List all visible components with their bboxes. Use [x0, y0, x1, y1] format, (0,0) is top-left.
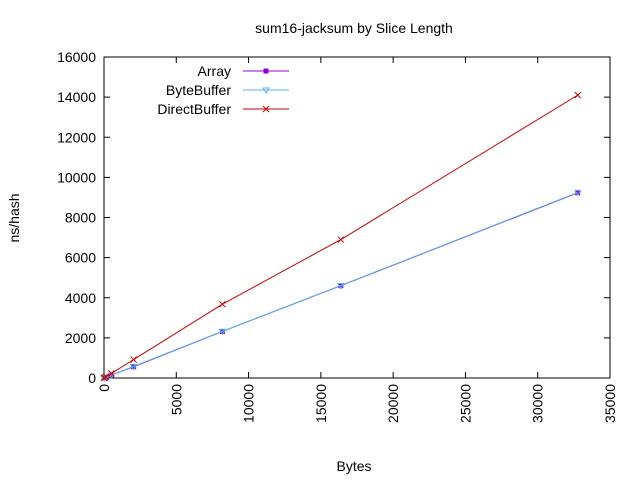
marker-x [262, 105, 270, 113]
marker-x-stroke [262, 105, 270, 113]
y-tick-label: 0 [88, 370, 96, 386]
y-tick-label: 8000 [65, 210, 96, 226]
x-tick-label: 15000 [313, 384, 329, 423]
y-tick-label: 2000 [65, 330, 96, 346]
marker-x-stroke [130, 356, 137, 363]
plot-area [100, 91, 582, 382]
legend-label: Array [198, 63, 231, 79]
y-tick-label: 14000 [57, 89, 96, 105]
series-line [103, 94, 578, 379]
marker-triangle [573, 189, 582, 197]
marker-x [102, 373, 110, 381]
x-tick-label: 5000 [168, 384, 184, 415]
y-tick-label: 16000 [57, 49, 96, 65]
y-tick-label: 6000 [65, 250, 96, 266]
x-tick-label: 35000 [602, 384, 618, 423]
legend-item-array: Array [198, 63, 289, 79]
legend-item-bytebuffer: ByteBuffer [166, 82, 289, 98]
marker-triangle [129, 363, 138, 371]
y-tick-label: 12000 [57, 129, 96, 145]
marker-x-stroke [574, 91, 582, 99]
chart-title: sum16-jacksum by Slice Length [255, 20, 453, 36]
legend-label: ByteBuffer [166, 82, 231, 98]
marker-square [263, 68, 269, 74]
legend-item-directbuffer: DirectBuffer [157, 101, 289, 117]
marker-x [108, 370, 115, 377]
series-directbuffer [100, 91, 582, 382]
y-tick-label: 4000 [65, 290, 96, 306]
marker-x-stroke [219, 300, 226, 308]
series-line [103, 191, 578, 379]
y-tick-label: 10000 [57, 169, 96, 185]
legend: Array ByteBuffer DirectBuffer [157, 63, 289, 117]
marker-triangle [218, 328, 227, 336]
x-tick-label: 0 [96, 384, 112, 392]
y-axis-label: ns/hash [6, 193, 22, 242]
x-tick-label: 25000 [457, 384, 473, 423]
marker-x [219, 300, 226, 308]
x-tick-label: 10000 [241, 384, 257, 423]
marker-x [574, 91, 582, 99]
marker-triangle [262, 87, 270, 94]
marker-x [130, 356, 137, 363]
marker-x [337, 236, 345, 243]
x-tick-label: 20000 [385, 384, 401, 423]
marker-x-stroke [102, 373, 110, 381]
legend-label: DirectBuffer [157, 101, 231, 117]
marker-triangle [336, 283, 345, 290]
axes: 0 2000 4000 6000 8000 10000 12000 14000 16000 0 50… [57, 49, 618, 423]
marker-x-stroke [108, 370, 115, 377]
marker-x-stroke [337, 236, 345, 243]
x-tick-label: 30000 [530, 384, 546, 423]
series-bytebuffer [100, 189, 582, 382]
x-axis-label: Bytes [336, 458, 371, 474]
